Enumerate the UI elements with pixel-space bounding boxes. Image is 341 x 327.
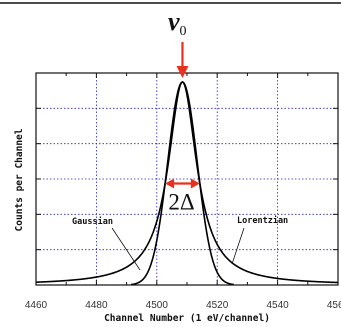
- y-axis-label: Counts per Channel: [14, 128, 25, 231]
- fwhm-arrow-head-right: [190, 178, 200, 189]
- peak-subscript: 0: [180, 24, 187, 39]
- gaussian-label: Gaussian: [72, 216, 113, 227]
- x-tick-labels: 4460 4480 4500 4520 4540 4560: [25, 300, 341, 311]
- x-tick-label: 4520: [206, 300, 229, 311]
- x-tick-label: 4500: [146, 300, 169, 311]
- x-tick-label: 4540: [266, 300, 289, 311]
- x-tick-label: 4460: [25, 300, 48, 311]
- peak-position-label: ν0: [168, 7, 187, 39]
- peak-arrow-head: [176, 66, 189, 78]
- grid: [36, 73, 338, 285]
- x-tick-label: 4480: [85, 300, 108, 311]
- fwhm-label: 2Δ: [168, 190, 194, 215]
- fwhm-arrow-head-left: [165, 178, 175, 189]
- axis-ticks: [35, 72, 339, 286]
- gaussian-pointer: [111, 227, 141, 271]
- peak-symbol: ν: [168, 7, 180, 36]
- x-tick-label: 4560: [327, 300, 341, 311]
- x-axis-label: Channel Number (1 eV/channel): [104, 313, 270, 324]
- lorentzian-curve: [35, 81, 339, 284]
- curves: [35, 81, 339, 286]
- lorentzian-label: Lorentzian: [237, 215, 288, 226]
- lorentzian-pointer: [231, 227, 245, 265]
